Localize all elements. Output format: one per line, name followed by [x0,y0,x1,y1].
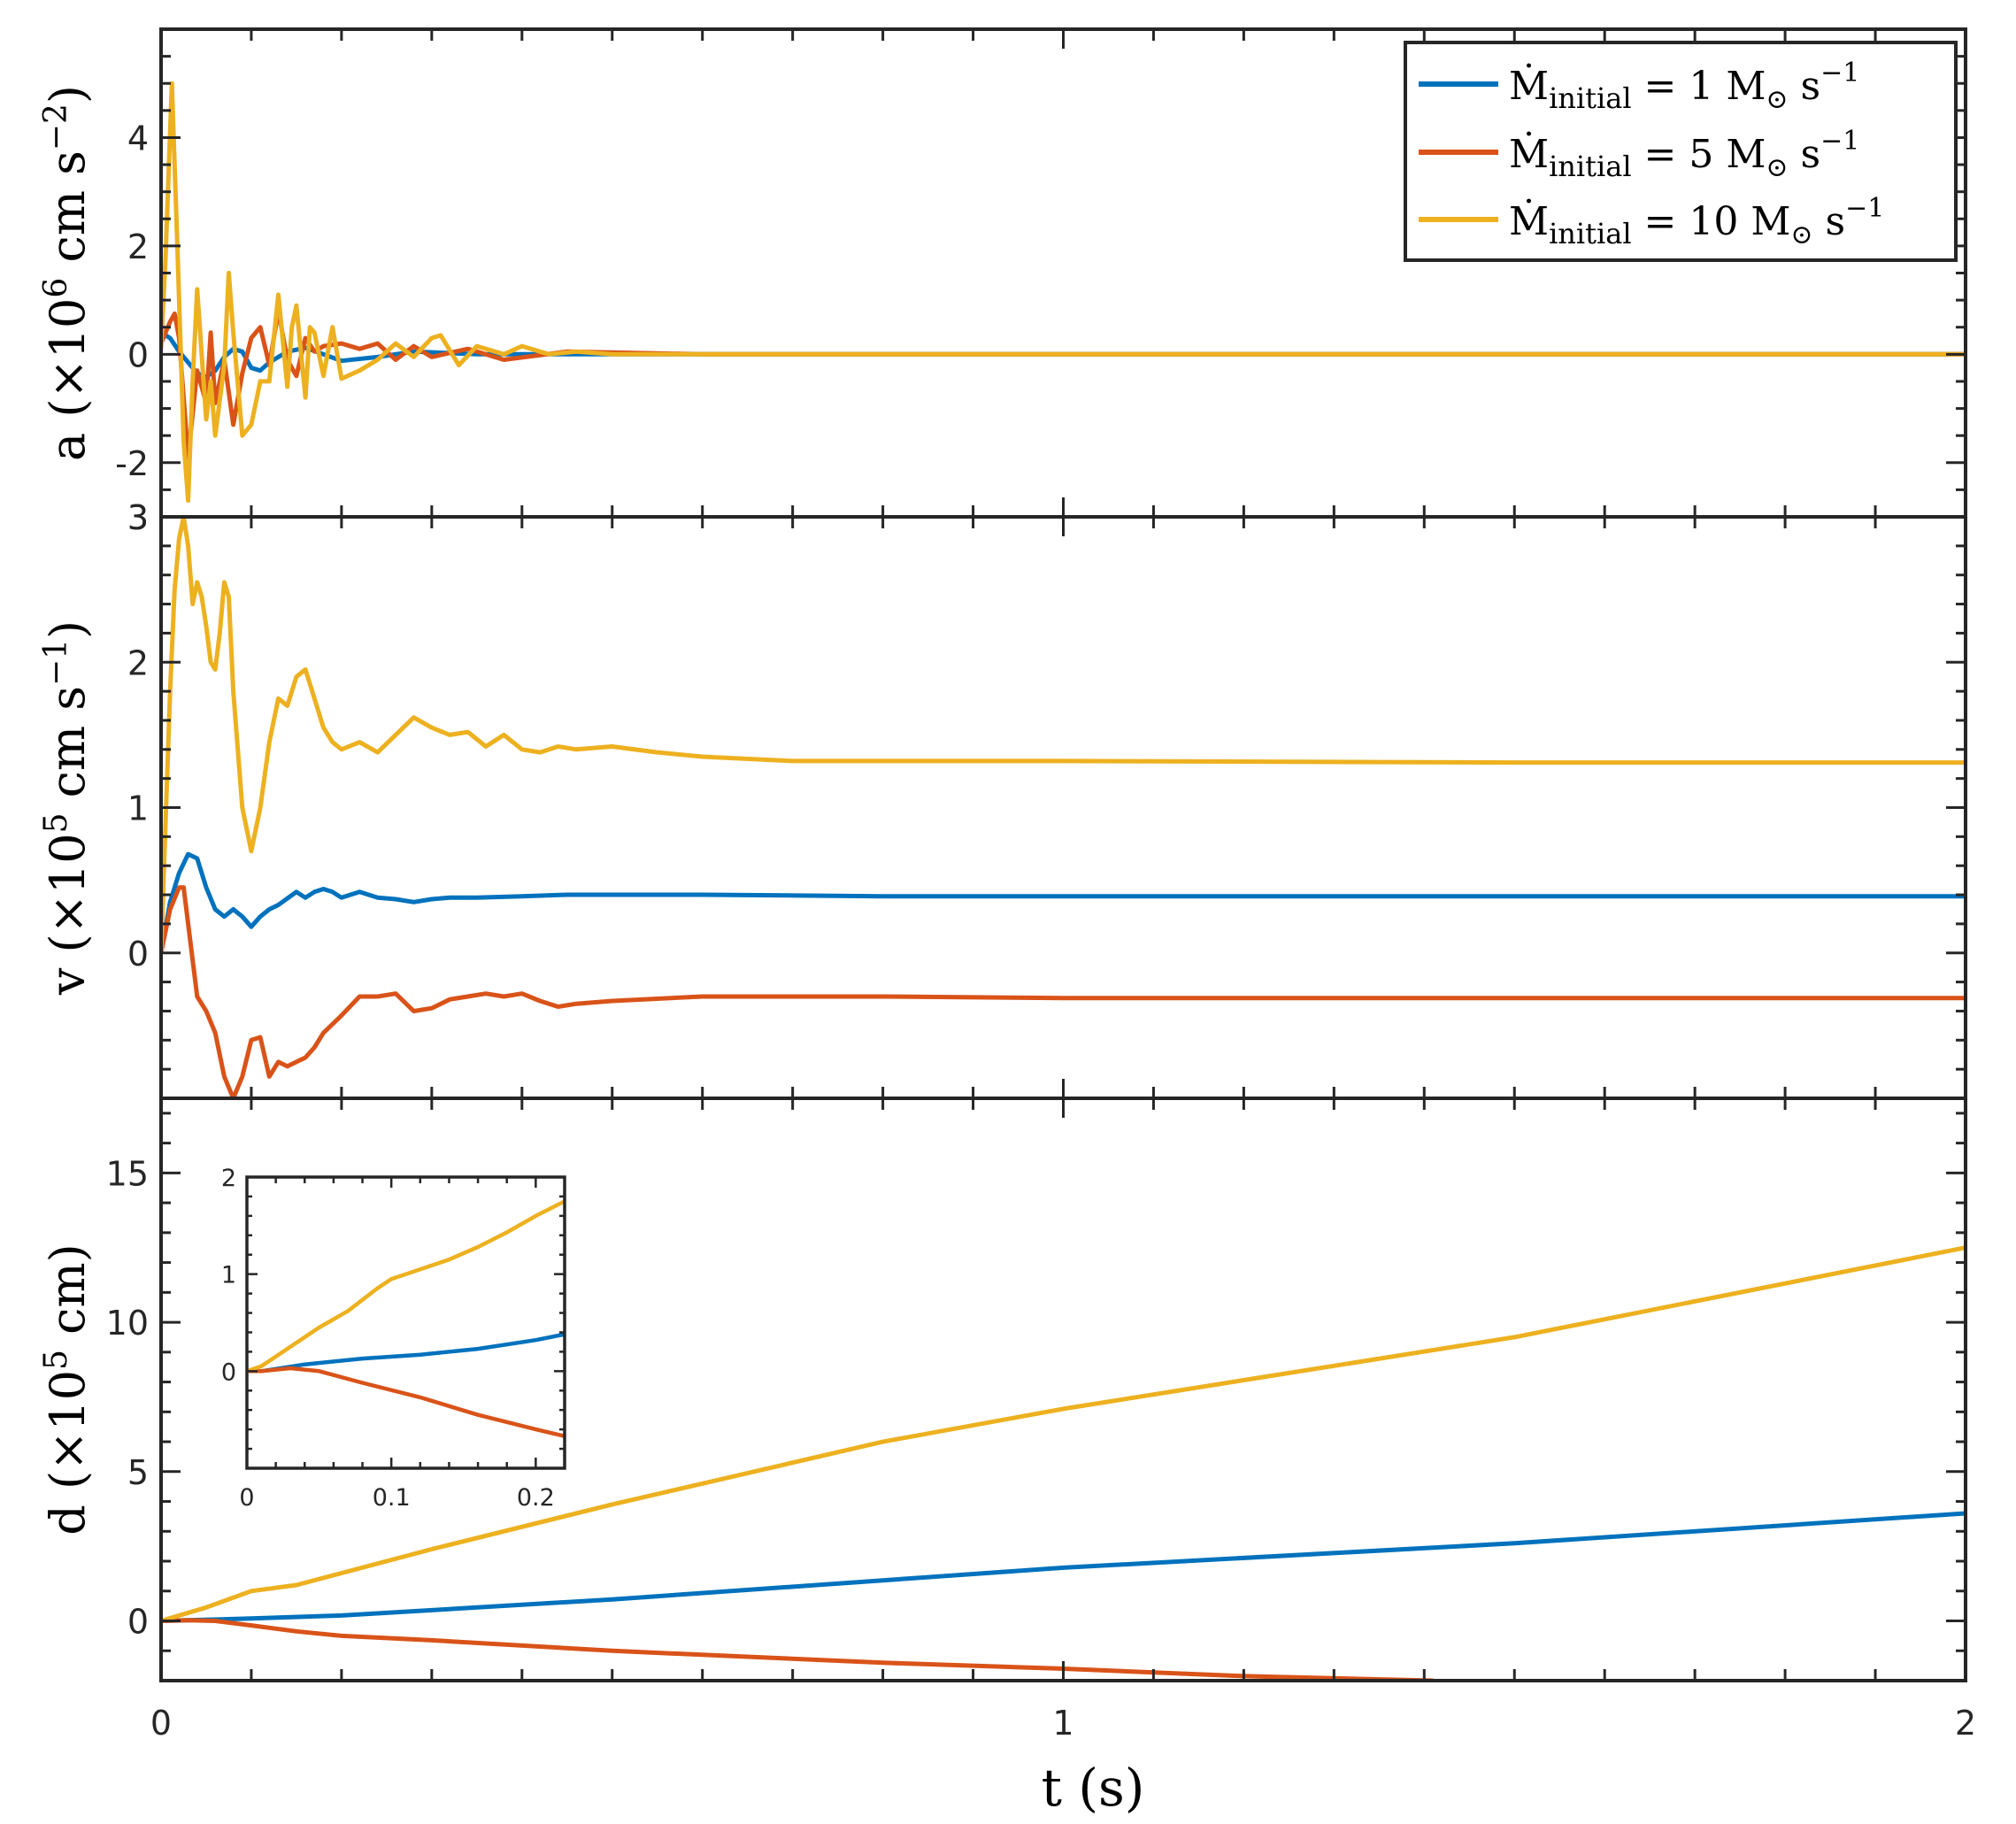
displacement-y-label-unit: cm [40,1262,96,1350]
velocity-y-tick-label: 3 [127,498,149,537]
panel-acceleration: -2 0 2 4 3 a (×106 cm s−2) [38,27,1967,537]
velocity-y-label-exp: 5 [38,813,74,834]
legend: Ṁinitial = 1 M⊙ s−1 Ṁinitial = 5 M⊙ s−1 … [1404,41,1958,262]
legend-entry-1: Ṁinitial = 1 M⊙ s−1 [1509,58,1859,115]
inset-y-tick-label: 1 [221,1262,236,1289]
acceleration-y-label-unit: cm s [40,150,96,278]
displacement-y-label-close: ) [40,1243,96,1262]
velocity-y-label-unit: cm s [40,686,96,813]
velocity-series-3-line [161,517,1966,953]
velocity-y-tick-label: 2 [127,643,149,682]
displacement-y-label-exp: 5 [38,1350,74,1370]
velocity-y-label-unit-exp: −1 [38,639,74,686]
acceleration-y-tick-label: 4 [127,119,149,158]
velocity-series-2-line [161,885,1966,1098]
x-tick-label: 0 [150,1704,172,1743]
x-tick-label: 1 [1052,1704,1073,1743]
acceleration-y-label-text: a (×10 [40,298,96,461]
inset-y-tick-label: 2 [221,1165,236,1192]
velocity-y-axis-label: v (×105 cm s−1) [38,620,96,996]
acceleration-y-tick-label: 0 [127,335,149,374]
acceleration-y-label-close: ) [40,85,96,104]
displacement-y-label-text: d (×10 [40,1370,96,1535]
acceleration-y-label-exp: 6 [38,278,74,298]
velocity-y-label-text: v (×10 [40,833,96,996]
velocity-y-tick-label: 1 [127,789,149,828]
acceleration-y-axis-label: a (×106 cm s−2) [38,85,96,461]
displacement-y-tick-label: 5 [127,1453,149,1492]
legend-entry-2: Ṁinitial = 5 M⊙ s−1 [1509,126,1859,183]
panel-velocity: 0 1 2 3 v (×105 cm s−1) [38,498,1967,1100]
inset-background [247,1177,565,1468]
inset-x-tick-label: 0.1 [373,1484,411,1512]
inset-y-tick-label: 0 [221,1358,236,1386]
x-axis-label: t (s) [1042,1758,1145,1818]
acceleration-y-tick-label-bottom: 3 [127,498,149,537]
displacement-y-tick-label: 10 [106,1304,149,1343]
acceleration-y-tick-label: -2 [115,444,149,483]
displacement-y-axis-label: d (×105 cm) [38,1243,96,1535]
displacement-series-3-line [161,1245,1966,1623]
displacement-series-2-line [161,1618,1434,1681]
displacement-y-tick-label: 0 [127,1603,149,1642]
inset-plot: 0 0.1 0.2 0 1 2 [221,1165,566,1512]
inset-series-3-line [247,1199,565,1374]
inset-x-tick-label: 0.2 [517,1484,555,1512]
inset-x-tick-label: 0 [239,1484,254,1512]
inset-series-2-line [247,1366,565,1438]
velocity-series-1-line [161,851,1966,954]
acceleration-y-tick-label: 2 [127,227,149,266]
acceleration-y-label-unit-exp: −2 [38,104,74,150]
displacement-y-tick-label: 15 [106,1154,149,1193]
inset-frame [245,1175,566,1470]
displacement-series-1-line [161,1511,1966,1623]
velocity-y-label-close: ) [40,620,96,639]
legend-entry-3: Ṁinitial = 10 M⊙ s−1 [1509,193,1884,250]
x-tick-label: 2 [1955,1704,1976,1743]
velocity-y-tick-label: 0 [127,935,149,974]
acceleration-series-3-line [161,81,1966,504]
